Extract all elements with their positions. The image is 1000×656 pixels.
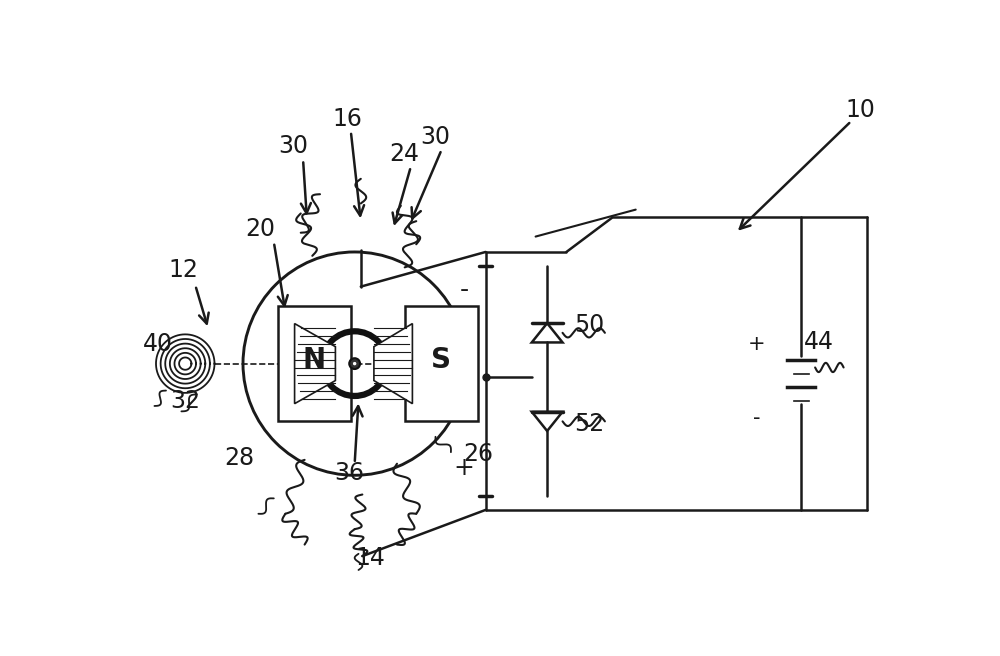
Text: $V_{ind}$: $V_{ind}$ <box>442 355 478 376</box>
Text: 26: 26 <box>464 443 494 466</box>
Text: 10: 10 <box>846 98 875 121</box>
Text: 50: 50 <box>574 313 605 337</box>
Text: 32: 32 <box>170 388 200 413</box>
Text: 34: 34 <box>414 365 444 390</box>
Text: 28: 28 <box>224 445 254 470</box>
Text: $V_{ind}$: $V_{ind}$ <box>442 359 478 380</box>
Text: 14: 14 <box>355 546 385 569</box>
Text: 40: 40 <box>143 333 173 356</box>
Circle shape <box>352 361 357 366</box>
Text: -: - <box>459 278 469 302</box>
Text: 36: 36 <box>334 461 364 485</box>
Polygon shape <box>374 323 412 403</box>
Text: 20: 20 <box>245 217 275 241</box>
Text: +: + <box>748 335 765 354</box>
Text: 16: 16 <box>332 107 362 131</box>
Text: -: - <box>753 407 760 428</box>
Text: 30: 30 <box>420 125 450 150</box>
Text: 12: 12 <box>168 258 198 281</box>
Text: S: S <box>431 346 451 374</box>
Text: 44: 44 <box>804 330 834 354</box>
Bar <box>278 306 351 421</box>
Text: +: + <box>454 455 474 480</box>
Bar <box>405 306 478 421</box>
Text: 24: 24 <box>390 142 420 166</box>
Text: 30: 30 <box>278 134 308 159</box>
Circle shape <box>349 358 360 369</box>
Text: N: N <box>303 346 326 374</box>
Text: 52: 52 <box>574 412 605 436</box>
Text: 22: 22 <box>445 400 475 423</box>
Polygon shape <box>295 323 335 403</box>
